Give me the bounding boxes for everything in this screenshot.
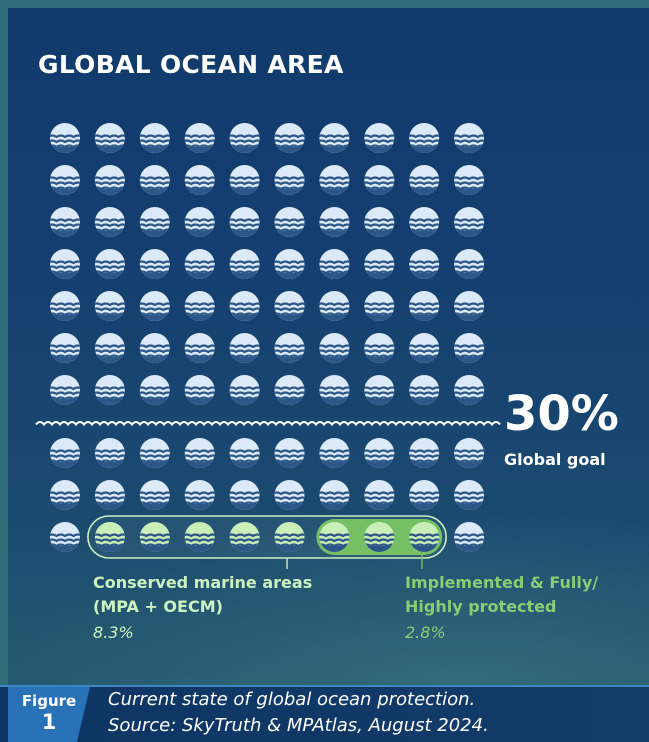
caption-line2: Source: SkyTruth & MPAtlas, August 2024. (108, 715, 489, 736)
goal-label: Global goal (504, 450, 606, 469)
implemented-label-line1: Implemented & Fully/ (405, 573, 599, 592)
chart-title: GLOBAL OCEAN AREA (38, 50, 344, 79)
figure-number: 1 (41, 710, 57, 734)
implemented-label-line2: Highly protected (405, 597, 557, 616)
goal-value: 30% (504, 386, 619, 442)
conserved-value: 8.3% (93, 623, 134, 642)
conserved-label-line2: (MPA + OECM) (93, 597, 223, 616)
figure-badge: Figure 1 (8, 687, 90, 742)
caption-line1: Current state of global ocean protection… (108, 689, 476, 710)
conserved-label-line1: Conserved marine areas (93, 573, 313, 592)
implemented-value: 2.8% (405, 623, 446, 642)
figure-label: Figure (21, 692, 77, 710)
figure-caption-bar: Figure 1 Current state of global ocean p… (0, 685, 649, 742)
